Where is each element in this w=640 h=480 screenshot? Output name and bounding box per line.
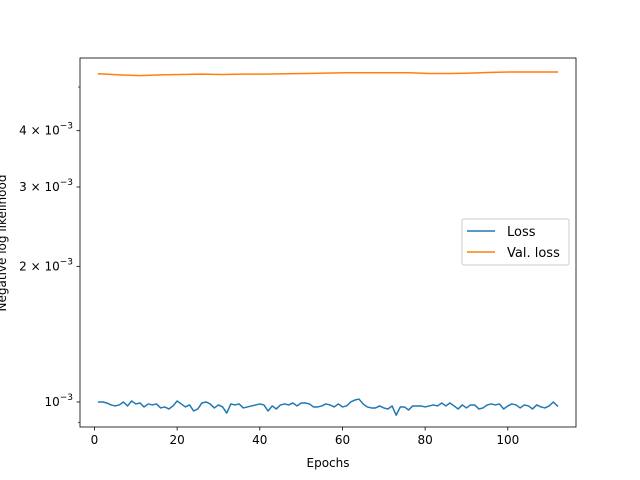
y-tick-label: 2 × 10−3: [19, 257, 73, 273]
series-layer: [97, 71, 559, 416]
x-tick-label: 0: [91, 433, 99, 447]
x-tick-label: 100: [496, 433, 519, 447]
y-tick-label: 4 × 10−3: [19, 122, 73, 138]
x-axis: 0 20 40 60 80 100: [91, 427, 519, 447]
y-axis-label: Negative log likelihood: [0, 175, 9, 312]
y-axis: 10−3 2 × 10−3 3 × 10−3 4 × 10−3: [19, 86, 80, 423]
x-tick-label: 20: [169, 433, 184, 447]
x-tick-label: 80: [417, 433, 432, 447]
axes-frame: [79, 57, 577, 428]
x-axis-label: Epochs: [307, 456, 350, 470]
x-tick-label: 40: [252, 433, 267, 447]
legend-label-val-loss: Val. loss: [507, 246, 560, 261]
series-line-loss: [97, 398, 559, 416]
y-tick-label: 10−3: [44, 393, 73, 409]
legend: Loss Val. loss: [461, 218, 570, 266]
y-tick-label: 3 × 10−3: [19, 178, 73, 194]
series-line-val-loss: [97, 71, 559, 77]
legend-label-loss: Loss: [507, 225, 536, 240]
x-tick-label: 60: [335, 433, 350, 447]
